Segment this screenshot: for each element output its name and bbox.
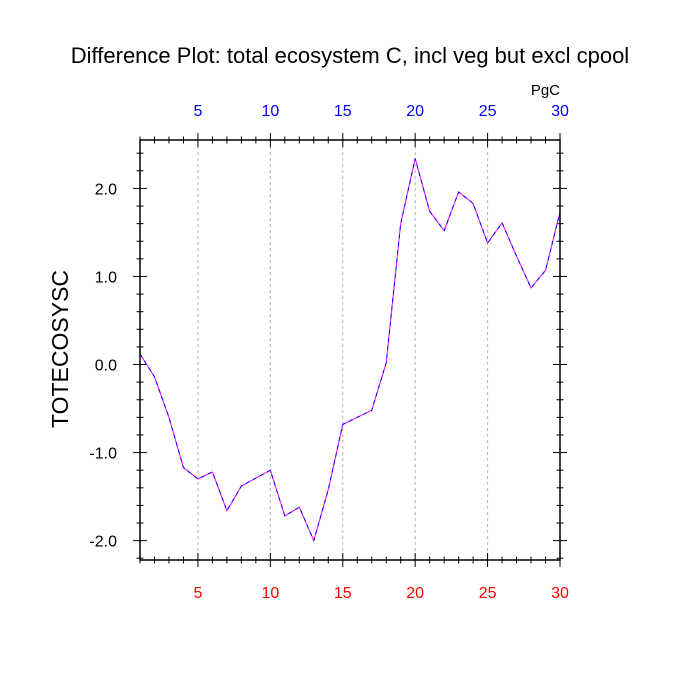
chart-title: Difference Plot: total ecosystem C, incl…	[71, 43, 629, 68]
x-tick-label-top: 25	[479, 103, 497, 120]
x-tick-label-bottom: 5	[193, 585, 202, 602]
x-tick-label-top: 5	[193, 103, 202, 120]
x-tick-label-bottom: 20	[406, 585, 424, 602]
x-tick-label-bottom: 10	[261, 585, 279, 602]
series-line-magenta	[139, 158, 561, 543]
series-line-blue	[139, 158, 561, 543]
x-tick-label-top: 10	[261, 103, 279, 120]
grid-lines	[197, 140, 489, 560]
tick-labels: 5 5 10 10 15 15 20 20 25 25 30 30 -2.0 -1.0 0.0 1.0 2.0	[89, 103, 569, 602]
x-tick-label-bottom: 25	[479, 585, 497, 602]
y-axis-label: TOTECOSYSC	[47, 270, 73, 428]
y-tick-label: 2.0	[95, 181, 117, 198]
units-label: PgC	[531, 82, 560, 99]
x-tick-label-top: 30	[551, 103, 569, 120]
x-tick-label-bottom: 30	[551, 585, 569, 602]
x-tick-label-top: 20	[406, 103, 424, 120]
y-tick-label: 0.0	[95, 358, 117, 375]
y-tick-label: -1.0	[89, 446, 117, 463]
y-tick-label: -2.0	[89, 534, 117, 551]
plot-frame	[139, 139, 561, 561]
y-tick-label: 1.0	[95, 269, 117, 286]
x-tick-label-bottom: 15	[334, 585, 352, 602]
x-tick-label-top: 15	[334, 103, 352, 120]
series-line	[139, 158, 561, 543]
